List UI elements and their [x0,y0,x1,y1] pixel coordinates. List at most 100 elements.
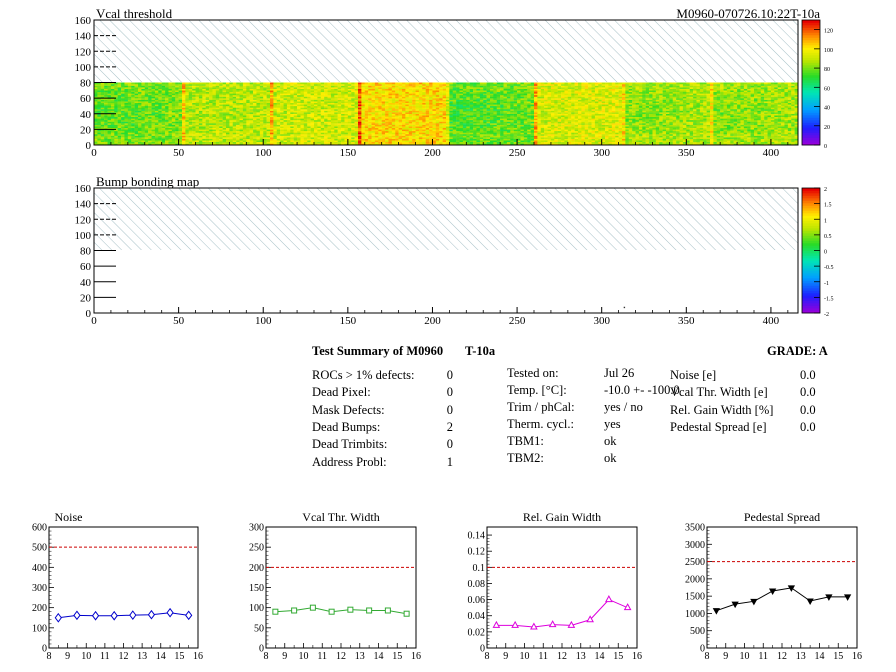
plot-ytick-label: 50 [254,623,264,634]
palette2-tick-label: -2 [824,312,829,318]
bump-bonding-map: 0 50 100 150 200 250 300 350 400 0 20 40 60 80 100 120 1… [75,174,799,327]
plot-xtick-label: 15 [613,651,623,662]
defect-label: Mask Defects: [312,402,385,417]
palette1-tick-label: 120 [824,29,833,35]
map1-xtick-label: 200 [424,147,441,159]
condition-value: ok [604,434,617,448]
map1-xtick-label: 100 [255,147,272,159]
plot-xtick-label: 14 [595,651,605,662]
plot-title: Vcal Thr. Width [302,510,379,524]
plot-ytick-label: 3000 [685,540,705,551]
plot-xtick-label: 9 [723,651,728,662]
map1-xtick-label: 50 [173,147,185,159]
map2-ytick-label: 160 [75,183,92,195]
plot-ytick-label: 2500 [685,557,705,568]
map2-xtick-label: 400 [763,315,780,327]
map1-ytick-label: 0 [86,140,92,152]
plot-ytick-label: 150 [249,583,264,594]
plot-data-point [384,607,391,614]
defect-label: Dead Bumps: [312,419,381,434]
plot-data-point [750,598,758,606]
palette-2: -2 -1.5 -1 -0.5 0 0.5 1 1.5 2 [801,187,834,318]
defect-label: Dead Pixel: [312,385,371,400]
plot-ytick-label: 0.04 [468,611,486,622]
vcal-threshold-map: 0 50 100 150 200 250 300 350 400 0 20 40 60 80 100 120 1… [75,6,821,159]
width-label: Rel. Gain Width [%] [670,402,774,417]
palette1-tick-label: 80 [824,67,830,73]
plot-xtick-label: 14 [815,651,825,662]
palette2-tick-label: 0.5 [824,234,832,240]
map1-ytick-label: 40 [80,109,92,121]
plot-xtick-label: 9 [503,651,508,662]
plot-xtick-label: 8 [705,651,710,662]
plot-xtick-label: 13 [796,651,806,662]
map1-xtick-label: 150 [340,147,357,159]
plot-ytick-label: 0.14 [468,531,486,542]
plot-xtick-label: 11 [758,651,768,662]
plot-xtick-label: 10 [81,651,91,662]
plot-title: Rel. Gain Width [523,510,601,524]
map1-xtick-label: 0 [91,147,97,159]
map1-axes: 0 50 100 150 200 250 300 350 400 0 20 40 60 80 100 120 1… [75,15,789,159]
map2-hatched-region [94,188,798,250]
plot-xtick-label: 10 [740,651,750,662]
plot-ytick-label: 400 [32,563,47,574]
map2-ytick-label: 0 [86,308,92,320]
plot-series-line [496,599,628,628]
plot-data-point [567,620,576,628]
plot-xtick-label: 16 [852,651,862,662]
plot-xtick-label: 12 [336,651,346,662]
map2-xtick-label: 200 [424,315,441,327]
plot-data-point [825,594,833,601]
condition-label: TBM1: [507,434,544,448]
plot-ytick-label: 0 [259,644,264,655]
plot-xtick-label: 11 [317,651,327,662]
plot-data-point [328,608,335,615]
plot-ytick-label: 200 [32,603,47,614]
palette2-tick-label: 1.5 [824,203,832,209]
plot-data-point [530,622,538,630]
width-label: Noise [e] [670,368,717,382]
summary-grade: GRADE: A [767,344,828,358]
palette1-tick-label: 0 [824,144,827,150]
width-label: Vcal Thr. Width [e] [670,385,768,400]
defect-value: 0 [446,437,453,452]
plot-xtick-label: 12 [557,651,567,662]
palette-1: 0 20 40 60 80 100 120 [801,19,833,150]
palette1-tick-label: 60 [824,86,830,92]
plot-data-point [511,620,519,628]
summary-title: Test Summary of M0960 [312,344,444,358]
plot-xtick-label: 15 [833,651,843,662]
map2-xtick-label: 250 [509,315,526,327]
condition-label: Trim / phCal: [507,400,575,414]
plot-pedestal-spread: Pedestal Spread 8 9 10 11 12 13 14 15 16 0 500 1000 1… [685,510,862,662]
map2-ytick-label: 60 [80,261,92,273]
plot-xtick-label: 8 [485,651,490,662]
defect-value: 0 [446,368,453,382]
plot-xtick-label: 15 [174,651,184,662]
plot-data-point [73,610,81,621]
plot-ytick-label: 1500 [685,592,705,603]
plot-xtick-label: 16 [193,651,203,662]
condition-label: Tested on: [507,366,559,380]
condition-value: -10.0 +- -100.0 [604,383,680,397]
plot-noise: Noise 8 9 10 11 12 13 14 15 16 0 100 200 300 400 500 600 [32,510,203,662]
plot-data-point [623,603,632,611]
plot-xtick-label: 11 [100,651,110,662]
plot-ytick-label: 0.02 [468,627,486,638]
plot-ytick-label: 500 [690,626,705,637]
plot-ytick-label: 200 [249,563,264,574]
palette2-tick-label: 0 [824,250,827,256]
plot-data-point [843,594,852,601]
map1-ytick-label: 20 [80,124,92,136]
plot-ytick-label: 0.08 [468,579,486,590]
map2-ytick-label: 80 [80,246,92,258]
plot-data-point [185,610,193,621]
condition-value: ok [604,451,617,465]
map2-ytick-label: 20 [80,292,92,304]
plot-ytick-label: 300 [249,523,264,534]
defect-label: ROCs > 1% defects: [312,368,415,382]
plot-data-point [166,607,174,618]
plot-xtick-label: 14 [374,651,384,662]
defect-label: Address Probl: [312,454,387,469]
